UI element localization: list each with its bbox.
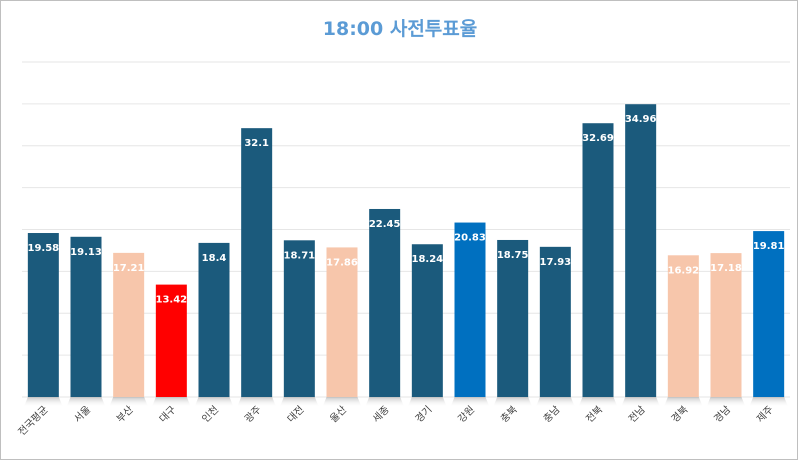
bar: [710, 253, 742, 397]
bar-reflection: [151, 397, 191, 407]
bar-reflection: [279, 397, 319, 407]
data-label: 19.58: [28, 243, 60, 254]
bar-reflection: [194, 397, 234, 407]
bar-reflection: [322, 397, 362, 407]
bar-reflection: [450, 397, 490, 407]
data-label: 18.75: [497, 250, 529, 261]
bar: [155, 284, 187, 397]
bar: [198, 242, 230, 397]
category-label: 전국평균: [16, 404, 51, 439]
data-label: 18.71: [284, 250, 316, 261]
bar: [497, 239, 529, 397]
bar: [539, 246, 571, 397]
data-label: 17.21: [113, 263, 145, 274]
bar: [70, 236, 102, 397]
bar: [27, 233, 59, 397]
data-label: 22.45: [369, 219, 401, 230]
data-label: 19.13: [70, 247, 102, 258]
data-label: 17.18: [710, 263, 742, 274]
bar: [667, 255, 699, 397]
data-label: 18.4: [202, 253, 227, 264]
bar-reflection: [407, 397, 447, 407]
bar-reflection: [749, 397, 789, 407]
bar-reflection: [578, 397, 618, 407]
bar-reflection: [621, 397, 661, 407]
data-label: 17.93: [540, 257, 572, 268]
bar-reflection: [23, 397, 63, 407]
data-label: 19.81: [753, 241, 785, 252]
bar-reflection: [365, 397, 405, 407]
data-label: 18.24: [412, 254, 444, 265]
bar-reflection: [535, 397, 575, 407]
bar: [369, 208, 401, 397]
bars: [27, 104, 785, 398]
bar-reflections: [23, 397, 789, 407]
bar: [625, 104, 657, 398]
bar: [454, 222, 486, 397]
bar: [283, 240, 315, 397]
data-label: 16.92: [668, 265, 700, 276]
chart-title: 18:00 사전투표율: [322, 18, 478, 40]
data-label: 32.69: [582, 133, 614, 144]
data-label: 17.86: [326, 257, 358, 268]
data-label: 20.83: [454, 233, 486, 244]
bar-reflection: [493, 397, 533, 407]
bar-reflection: [237, 397, 277, 407]
data-label: 34.96: [625, 114, 657, 125]
bar-reflection: [66, 397, 106, 407]
category-labels: 전국평균 서울 부산 대구 인천 광주 대전 울산 세종 경기 강원 충북 충남 전북 전남 경북 경남 제주: [16, 403, 776, 438]
bar-reflection: [706, 397, 746, 407]
bar: [241, 128, 273, 397]
data-labels: 19.58 19.13 17.21 13.42 18.4 32.1 18.71 17.86 22…: [28, 114, 785, 305]
bar: [113, 252, 145, 397]
bar: [326, 247, 358, 397]
data-label: 13.42: [156, 295, 188, 306]
bar-reflection: [663, 397, 703, 407]
gridlines: [22, 61, 790, 398]
bar: [753, 231, 785, 397]
bar-reflection: [109, 397, 149, 407]
bar: [411, 244, 443, 397]
bar: [582, 123, 614, 397]
data-label: 32.1: [244, 138, 269, 149]
